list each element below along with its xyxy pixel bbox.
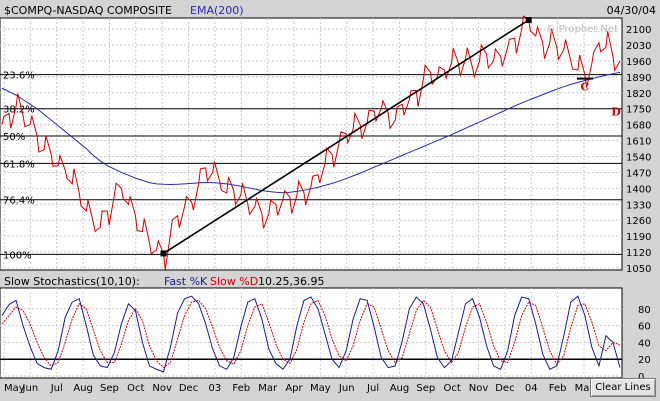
price-y-tick-label: 1470	[626, 168, 651, 179]
price-series-group	[1, 15, 621, 270]
slow-d-line	[1, 299, 621, 369]
x-tick-label: May	[310, 383, 331, 394]
price-y-ticks: 2100 2030 1960 1890 1820 1750 1680 1610 1540 1470…	[626, 25, 651, 275]
annotation-d: D	[611, 106, 621, 119]
fast-k-line	[1, 295, 621, 373]
x-tick-label: Jul	[50, 383, 63, 394]
price-y-tick-label: 1260	[626, 216, 651, 227]
d-label: Slow %D	[210, 275, 258, 288]
stoch-y-tick-label: 0	[638, 372, 644, 383]
x-tick-label: Jul	[366, 383, 379, 394]
stoch-y-tick-label: 60	[638, 322, 651, 333]
stoch-y-tick-label: 40	[638, 338, 651, 349]
trendline	[163, 19, 530, 255]
price-y-tick-label: 1680	[626, 121, 651, 132]
trendline-start-marker[interactable]	[160, 250, 167, 257]
price-y-tick-label: 1400	[626, 184, 651, 195]
trendline-end-marker[interactable]	[525, 17, 532, 23]
ema-line	[1, 71, 621, 194]
stoch-y-tick-label: 80	[638, 305, 651, 316]
k-label: Fast %K	[164, 275, 208, 288]
clear-lines-button[interactable]: Clear Lines	[590, 378, 656, 397]
x-tick-label: Sep	[416, 383, 435, 394]
price-grid	[0, 18, 622, 270]
price-y-tick-label: 1750	[626, 105, 651, 116]
x-tick-label: Mar	[258, 383, 278, 394]
x-tick-label: Feb	[232, 383, 250, 394]
stoch-y-tick-label: 20	[638, 355, 651, 366]
price-panel	[0, 17, 623, 271]
x-tick-label: May	[4, 383, 25, 394]
x-tick-label: Sep	[100, 383, 119, 394]
fib-label: 38.2%	[3, 105, 35, 116]
x-tick-label: 03	[209, 383, 222, 394]
price-line	[1, 15, 621, 270]
x-tick-label: Aug	[390, 383, 410, 394]
x-tick-label: Nov	[152, 383, 172, 394]
stochastics-values: 10.25,36.95	[258, 275, 324, 288]
price-y-tick-label: 2030	[626, 41, 651, 52]
x-tick-label: Feb	[549, 383, 567, 394]
stochastics-series-group	[1, 295, 621, 373]
x-tick-label: Dec	[495, 383, 514, 394]
ema-label: EMA(200)	[190, 4, 244, 17]
fib-label: 76.4%	[3, 196, 35, 207]
x-tick-label: Nov	[469, 383, 489, 394]
fib-label: 61.8%	[3, 159, 35, 170]
price-y-tick-label: 1120	[626, 248, 651, 259]
x-tick-label: Aug	[73, 383, 93, 394]
x-tick-label: Jun	[22, 383, 39, 394]
annotation-c: C	[581, 81, 590, 94]
trendline-group	[160, 17, 532, 257]
fib-label: 50%	[3, 132, 25, 143]
price-y-tick-label: 1190	[626, 232, 651, 243]
price-y-tick-label: 1330	[626, 200, 651, 211]
price-y-tick-label: 1820	[626, 89, 651, 100]
stochastics-panel	[0, 287, 623, 379]
annotations: CD	[576, 77, 621, 119]
chart-title: $COMPQ-NASDAQ COMPOSITE	[4, 4, 172, 17]
x-tick-label: Oct	[444, 383, 461, 394]
price-y-tick-label: 1540	[626, 153, 651, 164]
price-y-tick-label: 2100	[626, 25, 651, 36]
x-tick-label: Mar	[575, 383, 595, 394]
price-y-tick-label: 1960	[626, 57, 651, 68]
fib-label: 100%	[3, 250, 32, 261]
x-tick-label: Apr	[285, 383, 303, 394]
price-y-tick-label: 1050	[626, 264, 651, 275]
x-tick-label: Jun	[338, 383, 355, 394]
watermark: © Prophet.Net	[545, 24, 618, 35]
date-label: 04/30/04	[607, 4, 656, 17]
stochastics-title: Slow Stochastics(10,10):	[4, 275, 140, 288]
x-tick-label: Dec	[179, 383, 198, 394]
x-tick-label: 04	[525, 383, 538, 394]
price-y-tick-label: 1610	[626, 137, 651, 148]
fib-label: 23.6%	[3, 71, 35, 82]
price-y-tick-label: 1890	[626, 73, 651, 84]
x-tick-label: Oct	[127, 383, 144, 394]
stochastics-y-ticks: 80 60 40 20 0	[638, 305, 651, 383]
